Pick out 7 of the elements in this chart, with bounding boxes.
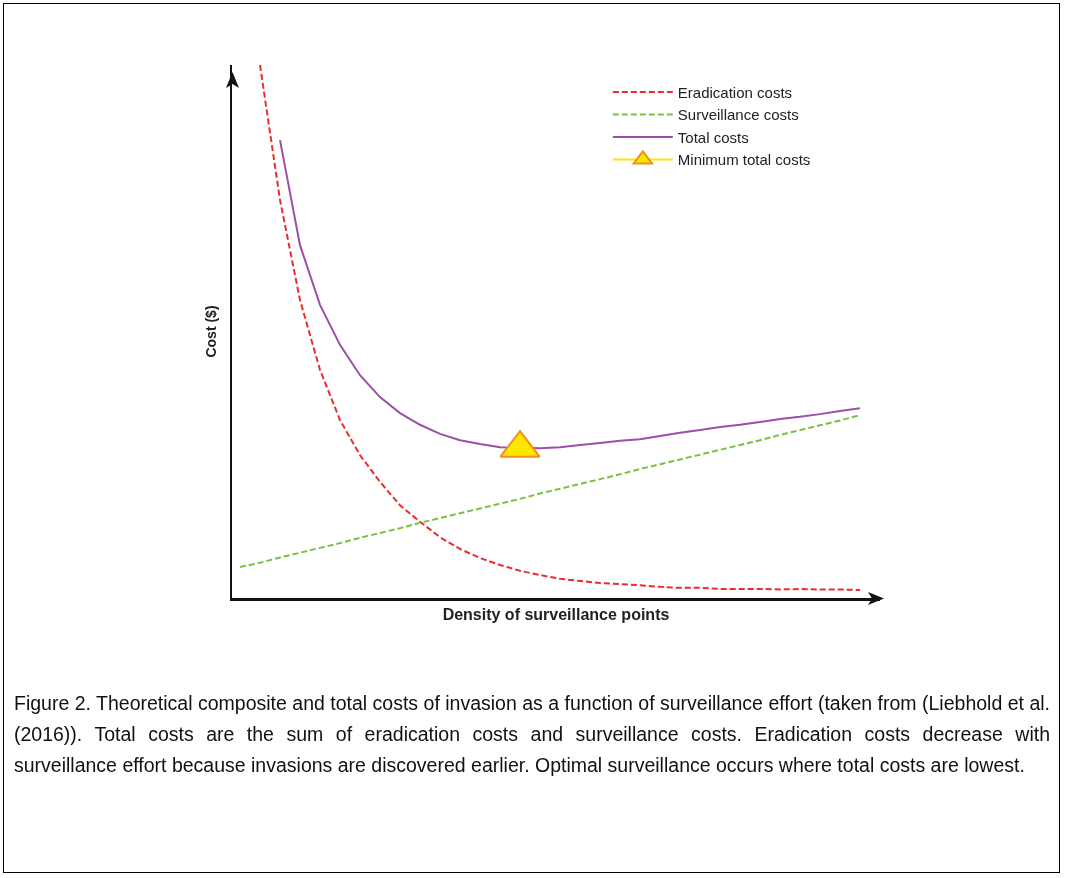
x-axis-title: Density of surveillance points (442, 606, 670, 624)
legend-label: Minimum total costs (677, 151, 811, 169)
legend-label: Total costs (677, 128, 749, 146)
y-axis-title: Cost ($) (202, 305, 219, 358)
legend-label: Eradication costs (677, 83, 793, 101)
legend-label: Surveillance costs (677, 106, 799, 124)
caption: Figure 2. Theoretical composite and total costs of invasion as a function of surveillance effort (taken from (Liebhold et al. (2016)). Total costs are the sum of eradication costs and surveillance costs. Eradication costs decrease with surveillance effort because invasions are discovered earlier. Optimal surveillance occurs where total costs are lowest. (14, 691, 1050, 778)
